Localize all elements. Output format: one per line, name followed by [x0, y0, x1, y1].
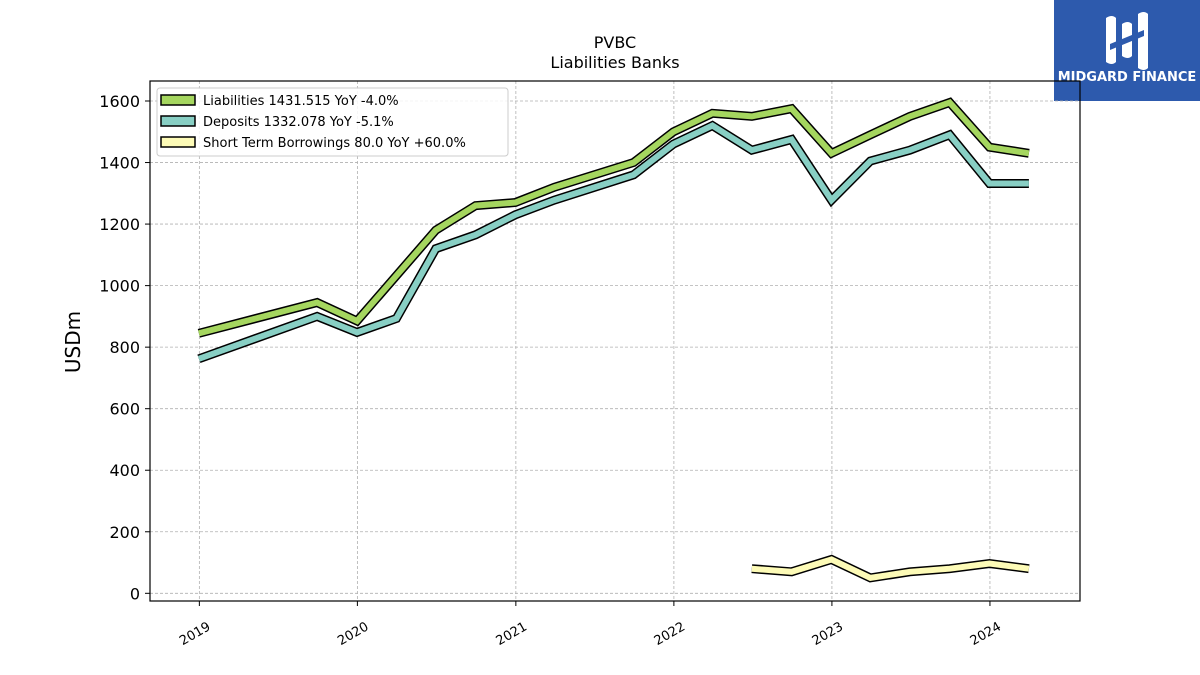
y-tick-label: 200	[109, 523, 140, 542]
x-tick-label: 2022	[652, 619, 688, 649]
series-line	[197, 122, 1029, 362]
legend-label: Deposits 1332.078 YoY -5.1%	[203, 115, 394, 130]
series-line	[751, 556, 1030, 582]
y-tick-label: 1200	[99, 215, 140, 234]
legend-swatch	[160, 136, 196, 148]
series-0	[197, 97, 1030, 338]
series-outline	[197, 120, 1029, 364]
y-tick-label: 1000	[99, 277, 140, 296]
series-layer	[197, 97, 1030, 583]
chart-subtitle: Liabilities Banks	[550, 53, 679, 72]
logo-badge: MIDGARD FINANCE	[1054, 0, 1200, 101]
series-line	[198, 99, 1030, 337]
y-tick-label: 800	[109, 338, 140, 357]
y-tick-label: 0	[130, 584, 140, 603]
y-tick-label: 1600	[99, 92, 140, 111]
grid	[150, 81, 1080, 601]
y-tick-label: 600	[109, 400, 140, 419]
y-axis-label: USDm	[61, 311, 85, 373]
plot-frame	[149, 80, 1081, 602]
midgard-logo-icon: MIDGARD FINANCE	[1058, 12, 1197, 85]
tick-layer: 0 200 400 600 800 1000 1200 1400 1600 2019 2020 202…	[99, 92, 1004, 649]
y-tick-label: 400	[109, 461, 140, 480]
x-tick-label: 2021	[494, 619, 530, 649]
legend-label: Liabilities 1431.515 YoY -4.0%	[203, 94, 399, 109]
y-tick-label: 1400	[99, 154, 140, 173]
legend-swatch	[160, 115, 196, 127]
series-2	[751, 554, 1030, 583]
chart-title: PVBC	[594, 33, 636, 52]
legend-box	[156, 87, 509, 157]
x-tick-label: 2024	[968, 619, 1004, 649]
legend-label: Short Term Borrowings 80.0 YoY +60.0%	[203, 136, 466, 151]
x-tick-label: 2020	[335, 619, 371, 649]
x-tick-label: 2023	[810, 619, 846, 649]
legend: Liabilities 1431.515 YoY -4.0% Deposits 1…	[156, 87, 509, 157]
legend-swatch	[160, 94, 196, 106]
series-1	[197, 120, 1029, 364]
x-tick-label: 2019	[177, 619, 213, 649]
logo-text: MIDGARD FINANCE	[1058, 70, 1197, 85]
